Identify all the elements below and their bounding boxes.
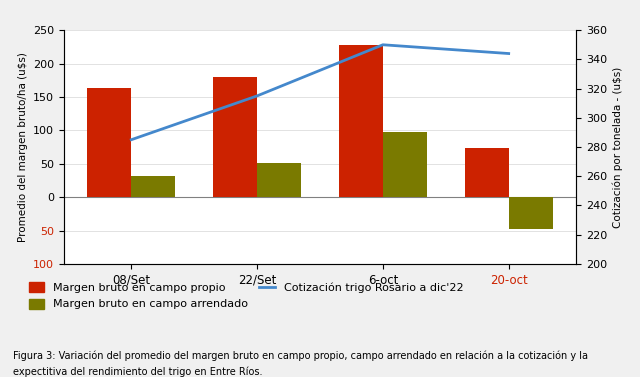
Bar xyxy=(257,163,301,197)
Bar xyxy=(509,197,553,228)
Text: expectitiva del rendimiento del trigo en Entre Ríos.: expectitiva del rendimiento del trigo en… xyxy=(13,366,262,377)
Legend: Margen bruto en campo propio, Margen bruto en campo arrendado, Cotización trigo : Margen bruto en campo propio, Margen bru… xyxy=(24,278,468,314)
Y-axis label: Promedio del margen bruto/ha (u$s): Promedio del margen bruto/ha (u$s) xyxy=(17,52,28,242)
Bar xyxy=(383,132,427,197)
Bar xyxy=(131,176,175,197)
Y-axis label: Cotización por tonelada - (u$s): Cotización por tonelada - (u$s) xyxy=(612,66,623,228)
Bar xyxy=(87,88,131,197)
Bar xyxy=(213,77,257,197)
Text: Figura 3: Variación del promedio del margen bruto en campo propio, campo arrenda: Figura 3: Variación del promedio del mar… xyxy=(13,351,588,361)
Bar xyxy=(339,45,383,197)
Bar xyxy=(465,149,509,197)
